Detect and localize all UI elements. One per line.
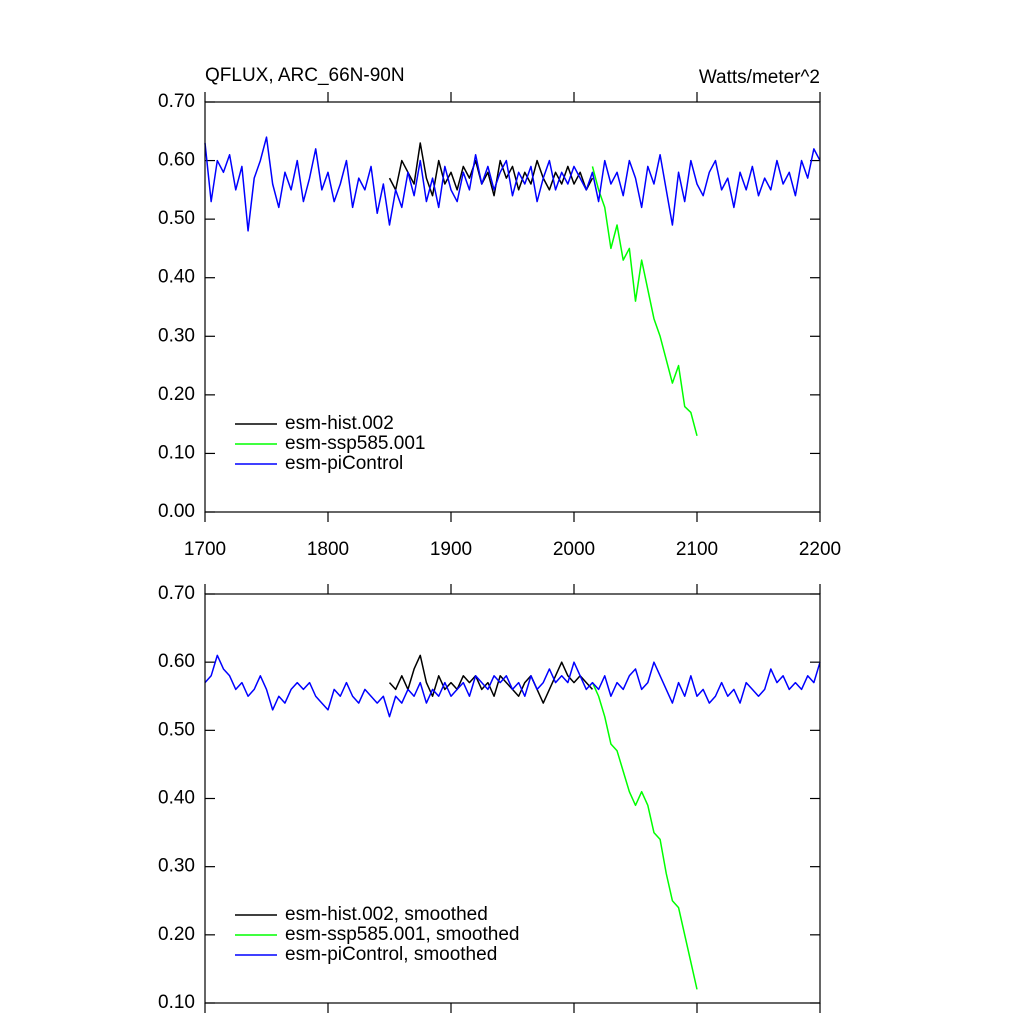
x-tick-label: 2100 (676, 539, 718, 560)
axis-frame (204, 101, 821, 513)
y-tick-label: 0.30 (158, 325, 195, 346)
y-tick-label: 0.60 (158, 150, 195, 171)
x-tick-label: 2000 (553, 539, 595, 560)
series-line (204, 654, 821, 718)
y-tick-label: 0.40 (158, 788, 195, 809)
chart-title: QFLUX, ARC_66N-90N (205, 65, 405, 86)
x-tick-label: 1800 (307, 539, 349, 560)
y-tick-label: 0.10 (158, 992, 195, 1013)
x-tick-label: 2200 (799, 539, 841, 560)
x-tick-label: 1900 (430, 539, 472, 560)
y-tick-label: 0.60 (158, 651, 195, 672)
series-line (204, 136, 821, 232)
units-label: Watts/meter^2 (699, 67, 820, 88)
axis-frame (204, 593, 821, 1004)
y-tick-label: 0.50 (158, 719, 195, 740)
series-line (591, 682, 698, 990)
legend-label: esm-hist.002 (285, 413, 394, 434)
y-tick-label: 0.40 (158, 267, 195, 288)
y-tick-label: 0.70 (158, 583, 195, 604)
y-tick-label: 0.50 (158, 208, 195, 229)
series-line (591, 166, 698, 437)
series-line (388, 654, 594, 704)
series-line (388, 142, 594, 197)
legend-label: esm-piControl (285, 453, 403, 474)
y-tick-label: 0.00 (158, 501, 195, 522)
legend-label: esm-piControl, smoothed (285, 944, 497, 965)
legend-label: esm-ssp585.001 (285, 433, 425, 454)
legend-label: esm-hist.002, smoothed (285, 904, 488, 925)
y-tick-label: 0.20 (158, 924, 195, 945)
y-tick-label: 0.30 (158, 856, 195, 877)
y-tick-label: 0.10 (158, 442, 195, 463)
x-tick-label: 1700 (184, 539, 226, 560)
legend-label: esm-ssp585.001, smoothed (285, 924, 519, 945)
y-tick-label: 0.70 (158, 91, 195, 112)
y-tick-label: 0.20 (158, 384, 195, 405)
